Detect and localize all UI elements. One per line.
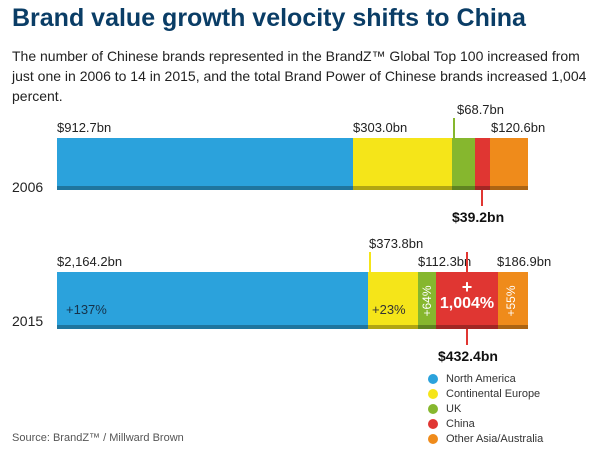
- bar-2015-china: [436, 272, 498, 329]
- legend-swatch: [428, 388, 438, 399]
- legend-item: North America: [428, 371, 543, 386]
- bar-2006-china: [475, 138, 490, 190]
- growth-china-sign: +: [462, 277, 473, 297]
- legend-swatch: [428, 403, 438, 414]
- legend-label: Other Asia/Australia: [446, 432, 544, 445]
- growth-china: 1,004%: [440, 295, 494, 312]
- label-2006-china: $39.2bn: [452, 209, 504, 225]
- source-note: Source: BrandZ™ / Millward Brown: [12, 432, 184, 444]
- growth-continental-europe: +23%: [372, 302, 406, 317]
- legend-label: UK: [446, 402, 462, 415]
- label-2015-uk: $112.3bn: [418, 254, 471, 269]
- legend-swatch: [428, 418, 438, 429]
- legend-item: China: [428, 416, 543, 431]
- label-2006-uk: $68.7bn: [457, 102, 504, 117]
- year-label-2006: 2006: [12, 179, 43, 195]
- legend-label: North America: [446, 372, 516, 385]
- bar-2006-continental-europe: [353, 138, 452, 190]
- legend-swatch: [428, 373, 438, 384]
- legend-swatch: [428, 433, 438, 444]
- label-2015-north-america: $2,164.2bn: [57, 254, 122, 269]
- label-2006-continental-europe: $303.0bn: [353, 120, 407, 135]
- label-2015-china: $432.4bn: [438, 348, 498, 364]
- chart-subtitle: The number of Chinese brands represented…: [12, 48, 587, 104]
- bar-2015-shadow: [57, 325, 528, 329]
- bar-2015-continental-europe: [368, 272, 418, 329]
- bar-2006-shadow: [57, 186, 528, 190]
- legend-item: UK: [428, 401, 543, 416]
- legend-item: Other Asia/Australia: [428, 431, 543, 446]
- bar-2006-north-america: [57, 138, 353, 190]
- label-2006-north-america: $912.7bn: [57, 120, 111, 135]
- bar-2006-uk: [452, 138, 475, 190]
- label-2015-continental-europe: $373.8bn: [369, 236, 423, 251]
- bar-2015-uk: [418, 272, 436, 329]
- label-2015-other-asia: $186.9bn: [497, 254, 551, 269]
- label-2006-other-asia: $120.6bn: [491, 120, 545, 135]
- legend-label: Continental Europe: [446, 387, 541, 400]
- year-label-2015: 2015: [12, 313, 43, 329]
- legend-label: China: [446, 417, 475, 430]
- bar-2006-other-asia: [490, 138, 528, 190]
- legend: North America Continental Europe UK Chin…: [428, 371, 543, 446]
- legend-item: Continental Europe: [428, 386, 543, 401]
- bar-2015-north-america: [57, 272, 368, 329]
- chart-title: Brand value growth velocity shifts to Ch…: [12, 4, 526, 32]
- growth-uk: +64%: [420, 285, 434, 316]
- growth-north-america: +137%: [66, 302, 107, 317]
- bar-2015-other-asia: [498, 272, 528, 329]
- growth-other-asia: +55%: [504, 285, 518, 316]
